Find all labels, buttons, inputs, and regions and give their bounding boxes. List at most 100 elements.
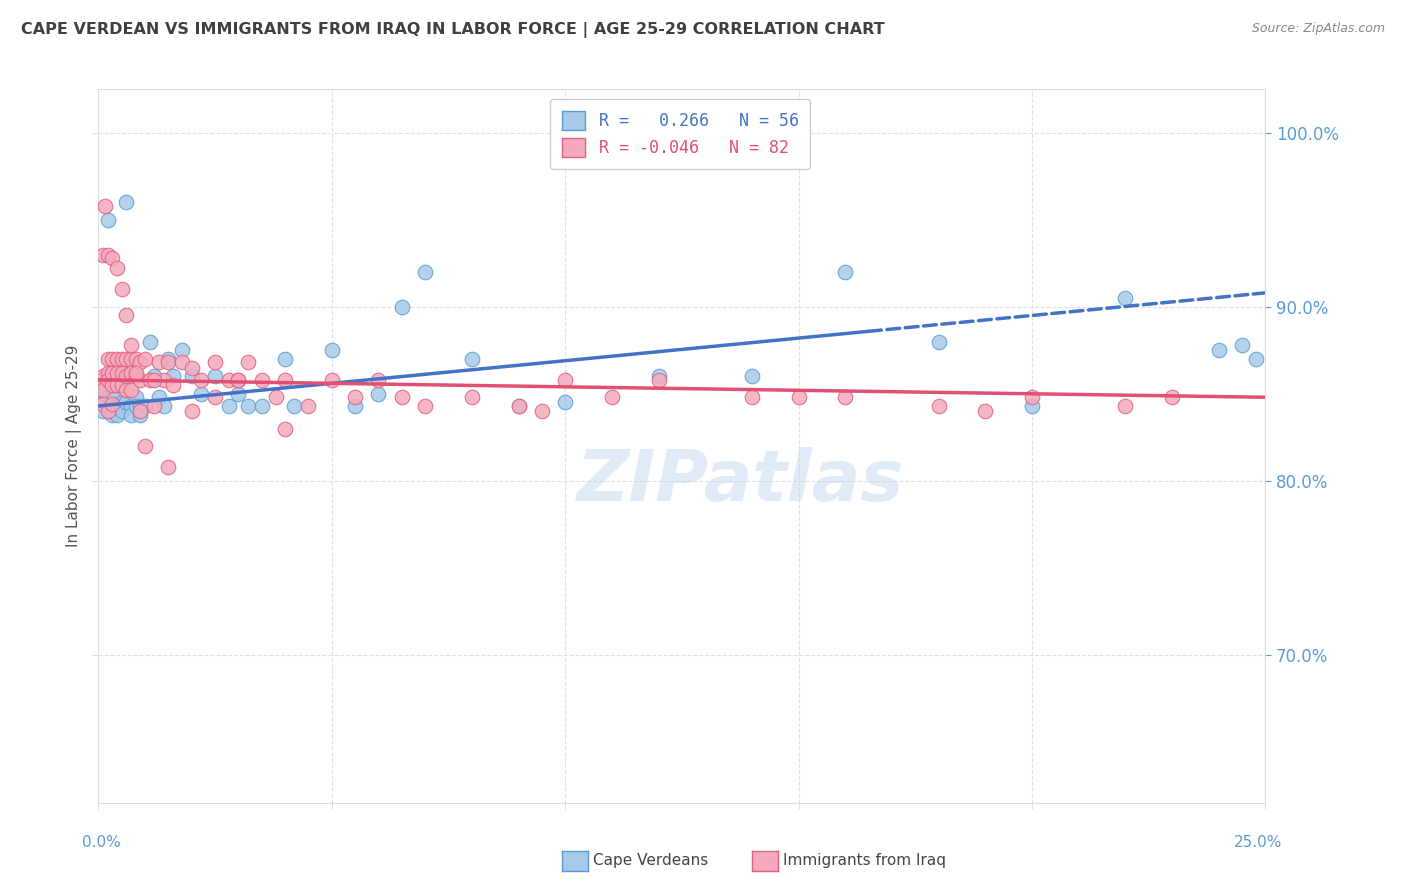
Point [111,282,134,296]
Point [139,373,162,387]
Point [180,404,202,418]
Point [152,373,174,387]
Point [111,366,134,380]
Point [91,404,114,418]
Text: 0.0%: 0.0% [82,836,121,850]
Point [120,384,142,398]
Point [1114,291,1136,305]
Point [236,399,259,413]
Point [97,373,120,387]
Point [367,386,389,401]
Point [1244,351,1267,366]
Point [111,395,134,409]
Point [129,399,152,413]
Point [413,399,436,413]
Point [787,390,810,404]
Point [157,459,180,474]
Point [274,351,297,366]
Point [204,369,226,384]
Point [105,351,128,366]
Point [157,351,180,366]
Point [97,366,120,380]
Point [1161,390,1184,404]
Point [647,369,669,384]
Text: Immigrants from Iraq: Immigrants from Iraq [783,854,946,868]
Point [1021,390,1043,404]
Point [508,399,530,413]
Point [321,343,343,358]
Point [928,399,950,413]
Point [101,351,124,366]
Point [157,355,180,369]
Point [250,373,273,387]
Point [367,373,389,387]
Point [97,247,120,261]
Point [218,373,240,387]
Point [115,351,138,366]
Point [105,399,128,413]
Point [91,397,114,411]
Point [1114,399,1136,413]
Point [111,378,134,392]
Point [554,395,576,409]
Point [115,395,138,409]
Point [134,439,156,453]
Point [172,355,194,369]
Point [90,373,112,387]
Point [508,399,530,413]
Point [91,393,114,408]
Text: ZIPatlas: ZIPatlas [576,447,904,516]
Point [180,369,202,384]
Point [143,369,166,384]
Point [129,373,152,387]
Text: Cape Verdeans: Cape Verdeans [593,854,709,868]
Point [148,390,170,404]
Point [162,378,184,392]
Point [204,355,226,369]
Point [143,373,166,387]
Point [413,265,436,279]
Point [218,399,240,413]
Point [101,251,124,265]
Point [190,373,212,387]
Point [1208,343,1230,358]
Point [120,408,142,422]
Point [190,386,212,401]
Point [143,399,166,413]
Point [120,351,142,366]
Point [94,199,117,213]
Point [115,309,138,323]
Point [97,399,120,413]
Text: 25.0%: 25.0% [1234,836,1282,850]
Point [105,261,128,276]
Point [647,373,669,387]
Point [264,390,287,404]
Point [97,390,120,404]
Point [834,390,856,404]
Point [101,366,124,380]
Point [120,366,142,380]
Point [236,355,259,369]
Point [129,408,152,422]
Point [129,404,152,418]
Point [204,390,226,404]
Point [530,404,553,418]
Point [1230,338,1253,352]
Legend: R =   0.266   N = 56, R = -0.046   N = 82: R = 0.266 N = 56, R = -0.046 N = 82 [550,99,810,169]
Point [115,195,138,210]
Point [461,351,484,366]
Point [274,421,297,435]
Point [928,334,950,349]
Point [101,408,124,422]
Point [321,373,343,387]
Point [344,399,367,413]
Point [97,404,120,418]
Point [180,360,202,375]
Point [91,247,114,261]
Point [101,390,124,404]
Point [461,390,484,404]
Point [105,408,128,422]
Point [125,399,148,413]
Point [139,334,162,349]
Point [600,390,623,404]
